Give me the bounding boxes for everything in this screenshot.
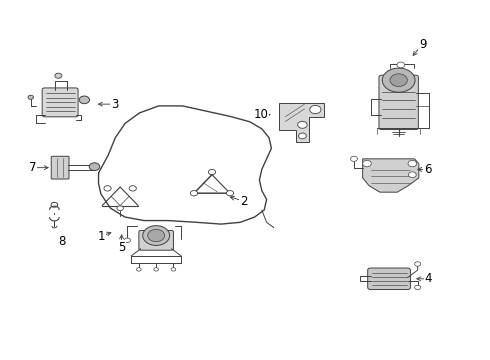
- FancyBboxPatch shape: [139, 230, 173, 250]
- Circle shape: [143, 226, 170, 246]
- Circle shape: [226, 190, 234, 196]
- Circle shape: [409, 172, 416, 177]
- Polygon shape: [279, 103, 324, 142]
- Circle shape: [191, 190, 197, 196]
- Circle shape: [415, 285, 420, 290]
- Circle shape: [117, 206, 123, 211]
- Circle shape: [415, 262, 420, 266]
- Circle shape: [89, 163, 100, 171]
- Circle shape: [297, 121, 307, 128]
- Circle shape: [154, 268, 158, 271]
- Circle shape: [350, 156, 358, 161]
- Circle shape: [382, 68, 415, 92]
- Circle shape: [208, 170, 216, 175]
- Circle shape: [397, 62, 405, 68]
- FancyBboxPatch shape: [42, 88, 78, 117]
- Circle shape: [310, 105, 321, 114]
- Text: 5: 5: [118, 241, 125, 254]
- Circle shape: [55, 73, 62, 78]
- Circle shape: [129, 186, 136, 191]
- FancyBboxPatch shape: [368, 268, 411, 289]
- Circle shape: [137, 268, 141, 271]
- Circle shape: [363, 161, 371, 167]
- Text: 2: 2: [240, 195, 247, 208]
- Circle shape: [298, 133, 306, 139]
- FancyBboxPatch shape: [51, 156, 69, 179]
- Polygon shape: [363, 159, 419, 192]
- Circle shape: [390, 74, 407, 86]
- Circle shape: [104, 186, 111, 191]
- Text: 7: 7: [28, 161, 36, 174]
- Text: 4: 4: [425, 272, 432, 285]
- Text: 1: 1: [97, 230, 105, 243]
- Circle shape: [171, 268, 176, 271]
- Circle shape: [28, 95, 33, 99]
- Text: 6: 6: [424, 163, 431, 176]
- FancyBboxPatch shape: [379, 75, 418, 130]
- Text: 10: 10: [253, 108, 269, 121]
- Text: 3: 3: [111, 98, 118, 111]
- Text: 8: 8: [58, 235, 65, 248]
- Circle shape: [79, 96, 90, 104]
- Circle shape: [408, 161, 416, 167]
- Text: 9: 9: [419, 38, 426, 51]
- Circle shape: [147, 229, 165, 242]
- Circle shape: [124, 238, 130, 243]
